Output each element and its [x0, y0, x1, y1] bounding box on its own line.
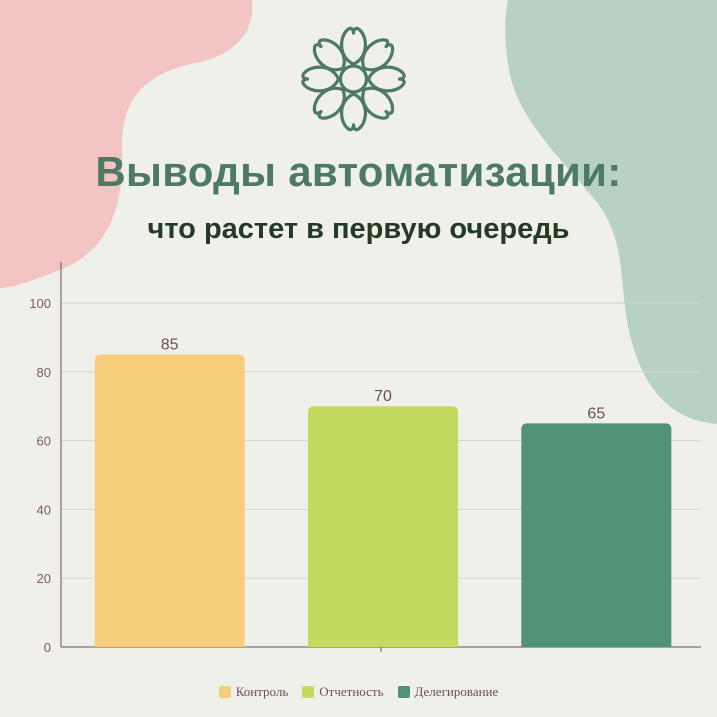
page-title: Выводы автоматизации:: [95, 148, 622, 195]
flower-petal: [366, 65, 406, 93]
flower-petal: [361, 38, 395, 72]
flower-petal: [340, 26, 367, 66]
y-tick-label: 40: [37, 502, 51, 517]
green-blob: [505, 0, 717, 424]
legend-label: Делегирование: [414, 684, 499, 699]
legend-item: Отчетность: [302, 684, 384, 700]
chart-legend: Контроль Отчетность Делегирование: [0, 684, 717, 700]
flower-petal: [312, 38, 346, 72]
y-tick-label: 20: [37, 571, 51, 586]
flower-icon: [301, 26, 406, 132]
flower-petal: [312, 86, 346, 120]
y-tick-label: 80: [37, 365, 51, 380]
pink-blob: [0, 0, 253, 288]
bar-1: [94, 354, 245, 647]
legend-swatch: [218, 686, 231, 698]
flower-petal: [340, 92, 367, 132]
legend-swatch: [302, 686, 315, 698]
bar-value-label: 70: [374, 388, 392, 405]
legend-label: Отчетность: [319, 684, 384, 699]
legend-item: Контроль: [218, 684, 289, 700]
bar-value-label: 65: [587, 405, 605, 422]
flower-petal: [361, 86, 395, 120]
flower-petal: [301, 65, 341, 93]
bar-value-label: 85: [161, 337, 179, 354]
bar-3: [521, 423, 672, 647]
y-tick-label: 100: [29, 296, 51, 311]
legend-item: Делегирование: [397, 684, 499, 700]
y-tick-label: 0: [44, 640, 51, 655]
bar-2: [308, 406, 458, 647]
page-subtitle: что растет в первую очередь: [147, 213, 570, 245]
legend-label: Контроль: [235, 684, 289, 699]
y-tick-label: 60: [37, 434, 51, 449]
legend-swatch: [397, 686, 410, 698]
